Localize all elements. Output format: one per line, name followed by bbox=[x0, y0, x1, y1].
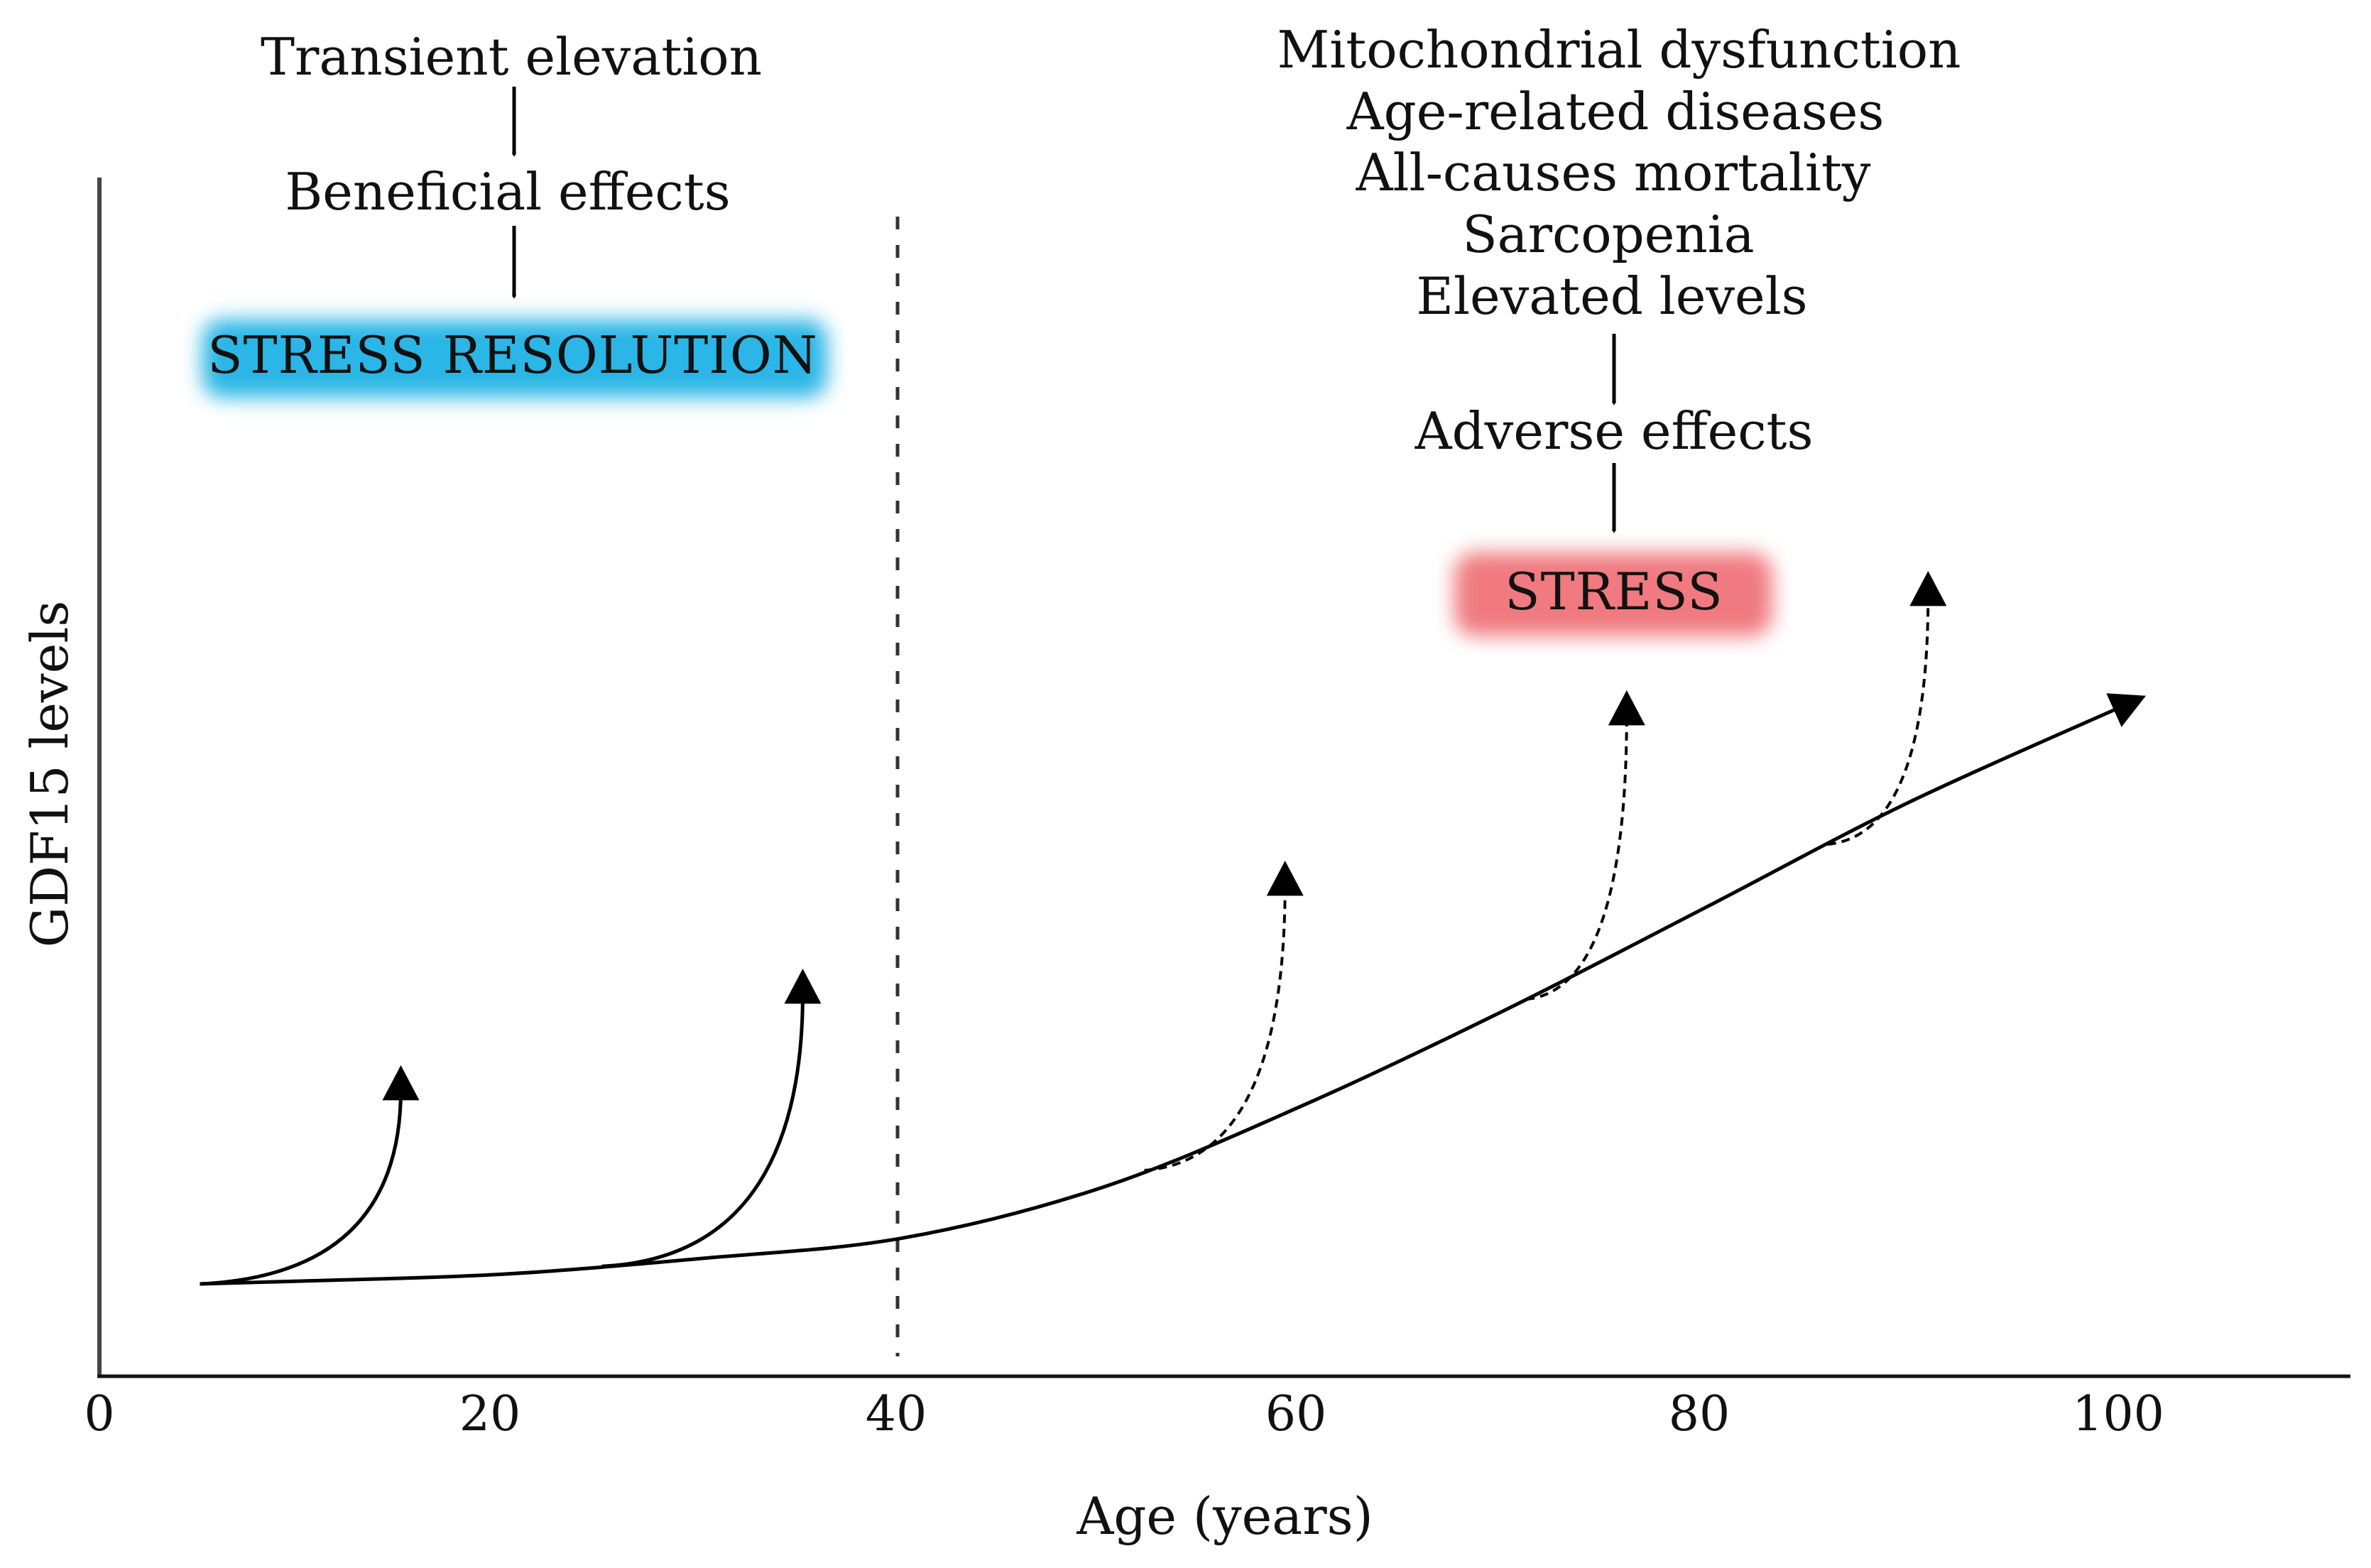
transient-elevation-label: Transient elevation bbox=[261, 27, 762, 87]
x-axis-title: Age (years) bbox=[1076, 1486, 1373, 1546]
stress-spike bbox=[1827, 594, 1930, 846]
trend-arrowhead bbox=[2106, 693, 2147, 727]
beneficial-effects-label: Beneficial effects bbox=[285, 162, 730, 222]
stress-label: STRESS bbox=[1505, 562, 1723, 621]
stress-box bbox=[1454, 552, 1772, 636]
effect-list-item: All-causes mortality bbox=[1356, 143, 1871, 202]
adverse-effects-label: Adverse effects bbox=[1415, 401, 1814, 461]
baseline-trend-line bbox=[200, 702, 2130, 1286]
stress-resolution-box bbox=[202, 320, 827, 398]
stress-spike bbox=[1526, 714, 1628, 1001]
x-tick-label: 0 bbox=[84, 1386, 114, 1442]
transient-spike bbox=[200, 1089, 403, 1286]
left-annotation: Transient elevation Beneficial effects S… bbox=[202, 27, 827, 398]
transient-spike bbox=[601, 992, 805, 1268]
x-tick-label: 100 bbox=[2072, 1386, 2164, 1442]
effect-list-item: Elevated levels bbox=[1416, 266, 1807, 326]
y-axis-title: GDF15 levels bbox=[20, 601, 80, 948]
stress-spike bbox=[1144, 884, 1287, 1172]
stress-spike-arrowhead bbox=[1608, 690, 1645, 726]
x-tick-label: 40 bbox=[866, 1386, 927, 1442]
transient-spike-arrowhead bbox=[784, 969, 822, 1004]
effect-list-item: Sarcopenia bbox=[1462, 205, 1754, 264]
x-tick-labels: 0 20 40 60 80 100 bbox=[84, 1386, 2164, 1442]
stress-resolution-label: STRESS RESOLUTION bbox=[207, 325, 818, 385]
chart-curves bbox=[200, 571, 2147, 1286]
effect-list-item: Mitochondrial dysfunction bbox=[1277, 20, 1961, 80]
x-tick-label: 20 bbox=[459, 1386, 521, 1442]
stress-spike-arrowhead bbox=[1909, 571, 1947, 606]
x-tick-label: 60 bbox=[1265, 1386, 1327, 1442]
stress-spike-arrowhead bbox=[1266, 861, 1304, 896]
x-tick-label: 80 bbox=[1669, 1386, 1730, 1442]
effect-list-item: Age-related diseases bbox=[1346, 82, 1885, 141]
right-annotation: Mitochondrial dysfunction Age-related di… bbox=[1277, 20, 1961, 636]
transient-spike-arrowhead bbox=[382, 1065, 420, 1101]
